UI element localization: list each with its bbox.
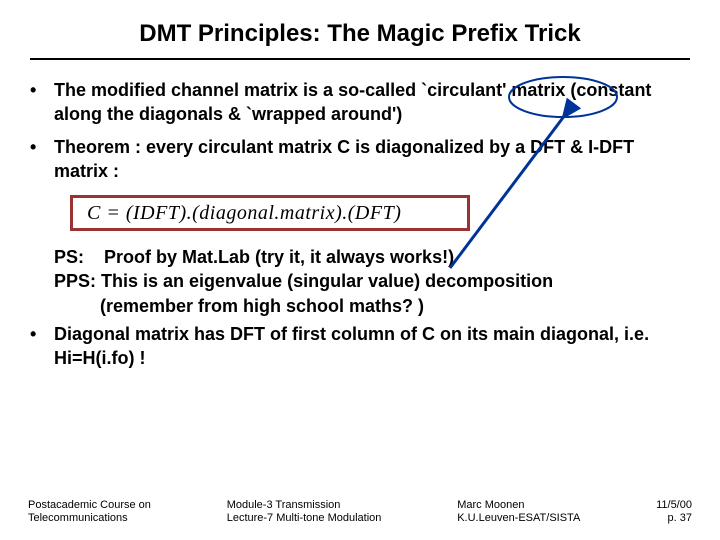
formula-box: C = (IDFT).(diagonal.matrix).(DFT) bbox=[70, 195, 470, 231]
slide-footer: Postacademic Course on Telecommunication… bbox=[28, 499, 692, 527]
bullet-3-text: Diagonal matrix has DFT of first column … bbox=[54, 322, 690, 371]
footer-course-1: Postacademic Course on bbox=[28, 499, 151, 513]
footer-date: 11/5/00 bbox=[656, 499, 692, 513]
ps-line-2: PPS: This is an eigenvalue (singular val… bbox=[30, 269, 690, 293]
footer-page: p. 37 bbox=[656, 512, 692, 526]
bullet-marker: • bbox=[30, 78, 54, 127]
footer-course-2: Telecommunications bbox=[28, 512, 151, 526]
title-divider bbox=[30, 58, 690, 60]
bullet-2: • Theorem : every circulant matrix C is … bbox=[30, 135, 690, 184]
footer-col-1: Postacademic Course on Telecommunication… bbox=[28, 499, 151, 527]
footer-lecture: Lecture-7 Multi-tone Modulation bbox=[227, 512, 382, 526]
bullet-1-text: The modified channel matrix is a so-call… bbox=[54, 78, 690, 127]
bullet-1: • The modified channel matrix is a so-ca… bbox=[30, 78, 690, 127]
slide-body: • The modified channel matrix is a so-ca… bbox=[30, 78, 690, 371]
bullet-3: • Diagonal matrix has DFT of first colum… bbox=[30, 322, 690, 371]
footer-module: Module-3 Transmission bbox=[227, 499, 382, 513]
formula-region: C = (IDFT).(diagonal.matrix).(DFT) bbox=[70, 195, 470, 231]
footer-col-4: 11/5/00 p. 37 bbox=[656, 499, 692, 527]
footer-author: Marc Moonen bbox=[457, 499, 580, 513]
formula-text: C = (IDFT).(diagonal.matrix).(DFT) bbox=[87, 200, 401, 227]
ps-line-1: PS: Proof by Mat.Lab (try it, it always … bbox=[30, 245, 690, 269]
footer-col-2: Module-3 Transmission Lecture-7 Multi-to… bbox=[227, 499, 382, 527]
slide-title: DMT Principles: The Magic Prefix Trick bbox=[30, 20, 690, 48]
footer-col-3: Marc Moonen K.U.Leuven-ESAT/SISTA bbox=[457, 499, 580, 527]
bullet-marker: • bbox=[30, 135, 54, 184]
bullet-2-text: Theorem : every circulant matrix C is di… bbox=[54, 135, 690, 184]
ps-line-3: (remember from high school maths? ) bbox=[30, 294, 690, 318]
footer-affiliation: K.U.Leuven-ESAT/SISTA bbox=[457, 512, 580, 526]
bullet-marker: • bbox=[30, 322, 54, 371]
